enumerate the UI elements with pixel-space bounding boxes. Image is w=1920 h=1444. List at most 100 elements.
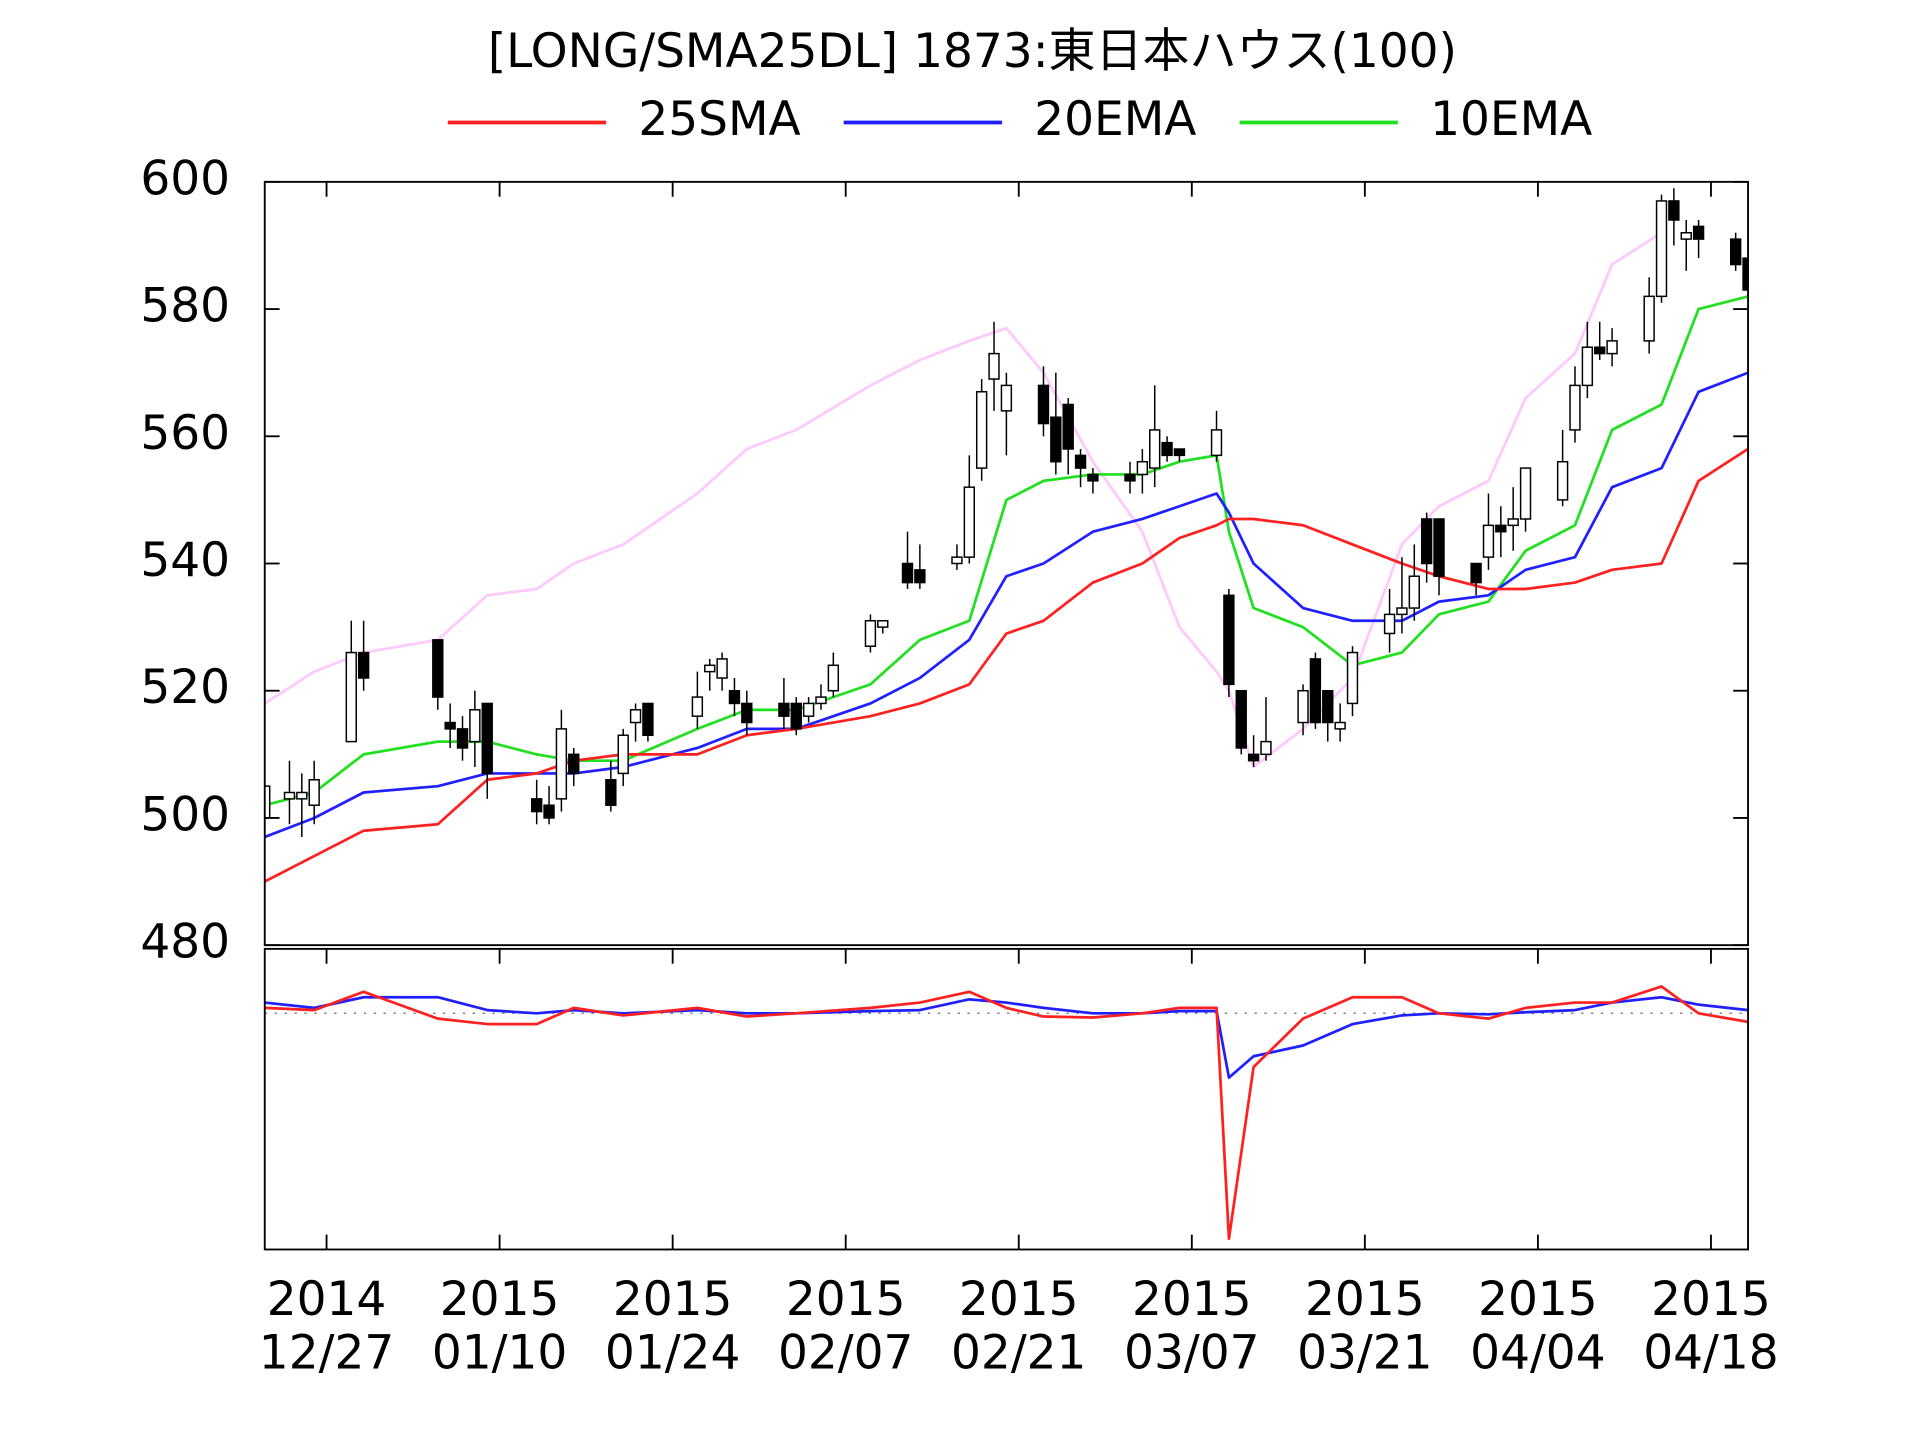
candle-body <box>914 569 926 584</box>
candle-body <box>357 651 370 679</box>
candle-body <box>1309 658 1322 724</box>
legend-label: 20EMA <box>1034 92 1196 147</box>
candle-body <box>1729 238 1742 266</box>
candle-body <box>728 689 741 705</box>
candle-body <box>568 753 580 775</box>
candle-body <box>963 486 976 558</box>
candle-body <box>864 620 877 647</box>
candle-body <box>1334 721 1346 730</box>
candle-body <box>481 702 493 775</box>
candle-body <box>1556 460 1569 501</box>
candle-body <box>1680 231 1692 240</box>
x-tick-label: 02/21 <box>951 1325 1086 1380</box>
candle-body <box>790 702 802 730</box>
line <box>264 447 1749 883</box>
candle-body <box>827 664 840 692</box>
candle-body <box>1396 607 1408 616</box>
candle-body <box>1606 340 1618 355</box>
candle-body <box>1297 689 1309 724</box>
candle-body <box>432 639 444 698</box>
candle-body <box>617 734 629 775</box>
legend-label: 10EMA <box>1430 92 1592 147</box>
candle-body <box>1124 473 1136 482</box>
x-tick-label: 2014 <box>267 1272 387 1327</box>
x-tick-label: 02/07 <box>778 1325 913 1380</box>
candle-body <box>1346 651 1359 705</box>
candle-body <box>988 352 1000 380</box>
line <box>264 371 1749 839</box>
candle-body <box>1173 448 1186 457</box>
candle-body <box>1519 467 1532 520</box>
x-tick-label: 04/04 <box>1470 1325 1605 1380</box>
y-tick-label: 520 <box>140 660 230 715</box>
candle-body <box>704 664 716 673</box>
candle-body <box>1050 416 1062 463</box>
candle-body <box>1594 346 1606 355</box>
candle-body <box>1470 562 1482 584</box>
candle-body <box>469 709 481 743</box>
candle-body <box>543 804 555 819</box>
chart-title: [LONG/SMA25DL] 1873:東日本ハウス(100) <box>488 24 1457 79</box>
candle-body <box>1668 200 1680 221</box>
candle-body <box>1247 753 1260 762</box>
candle-body <box>642 702 654 736</box>
line <box>264 995 1749 1080</box>
x-tick-label: 01/24 <box>605 1325 740 1380</box>
line <box>264 985 1749 1241</box>
candle-body <box>1643 295 1655 342</box>
candle-body <box>456 728 469 749</box>
candle-body <box>1420 518 1433 565</box>
candle-body <box>1260 740 1272 756</box>
y-tick-label: 540 <box>140 533 230 588</box>
candle-body <box>1235 689 1247 749</box>
candle-body <box>1408 575 1420 609</box>
candle-body <box>1223 594 1235 686</box>
candle-body <box>901 562 914 584</box>
candle-body <box>716 658 728 679</box>
candle-body <box>1507 518 1519 527</box>
candle-body <box>1692 225 1705 240</box>
x-tick-label: 2015 <box>1478 1272 1598 1327</box>
candle-body <box>741 702 753 724</box>
candle-body <box>778 702 790 717</box>
candle-body <box>1161 441 1173 457</box>
candle-body <box>1210 429 1223 457</box>
candle-body <box>1037 384 1050 425</box>
y-tick-label: 600 <box>140 151 230 206</box>
candle-body <box>345 651 357 743</box>
candle-body <box>283 791 296 800</box>
y-tick-label: 560 <box>140 406 230 461</box>
candle-body <box>1062 403 1074 450</box>
candle-body <box>264 785 271 819</box>
plot <box>264 188 1749 883</box>
y-tick-label: 480 <box>140 915 230 970</box>
plot-frame <box>263 947 1749 1251</box>
x-tick-label: 2015 <box>1132 1272 1252 1327</box>
x-tick-label: 03/21 <box>1297 1325 1432 1380</box>
candle-body <box>605 779 617 806</box>
candle-body <box>1742 257 1749 291</box>
candle-body <box>530 798 543 813</box>
candle-body <box>1495 524 1507 533</box>
candle-body <box>1569 384 1581 431</box>
plot-frame <box>263 180 1749 947</box>
candle-body <box>308 779 320 806</box>
x-tick-label: 01/10 <box>432 1325 567 1380</box>
candle-body <box>1482 524 1495 558</box>
candle-body <box>555 728 568 800</box>
x-tick-label: 2015 <box>613 1272 733 1327</box>
candle-body <box>802 702 815 717</box>
x-tick-label: 2015 <box>959 1272 1079 1327</box>
x-tick-label: 04/18 <box>1643 1325 1778 1380</box>
candle-body <box>815 696 827 705</box>
candle-body <box>296 791 308 800</box>
x-tick-label: 2015 <box>440 1272 560 1327</box>
candle-body <box>1655 200 1668 298</box>
candle-body <box>1383 613 1396 635</box>
x-tick-label: 12/27 <box>259 1325 394 1380</box>
candle-body <box>951 556 963 565</box>
candle-body <box>877 620 889 628</box>
x-tick-label: 2015 <box>786 1272 906 1327</box>
